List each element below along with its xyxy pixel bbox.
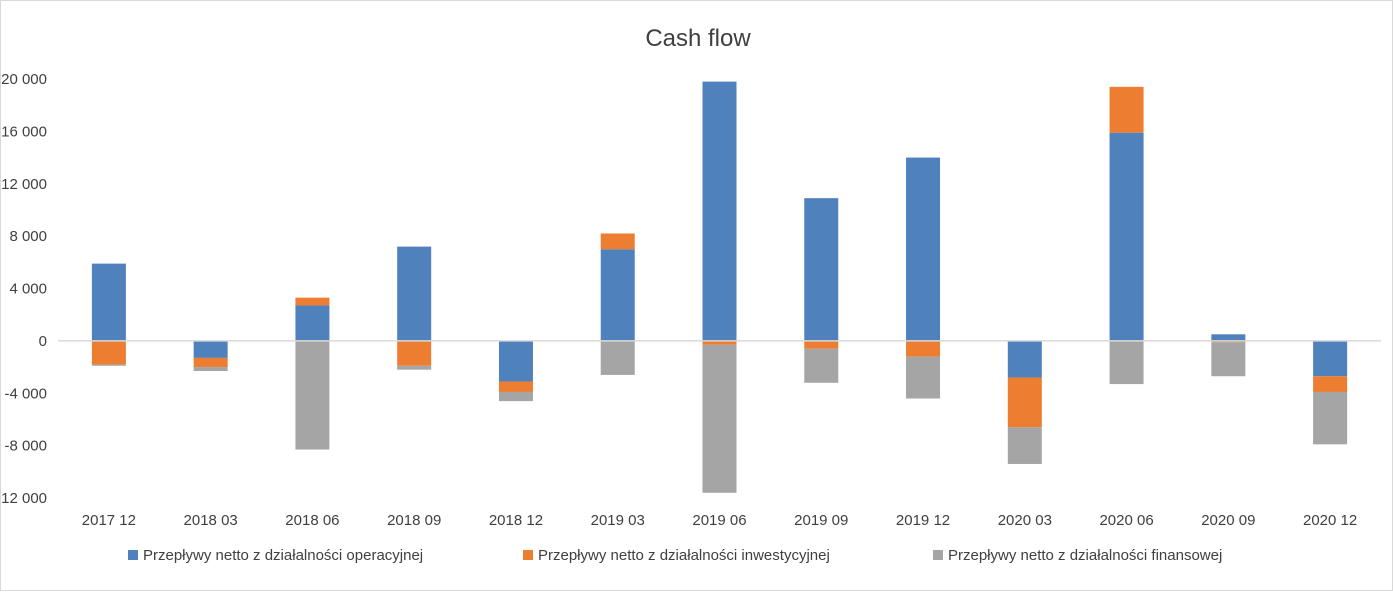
x-tick-label: 2018 12 [489, 512, 543, 529]
x-tick-label: 2019 03 [591, 512, 645, 529]
x-tick-label: 2019 09 [794, 512, 848, 529]
bar-segment [702, 340, 737, 345]
bar-segment [397, 246, 432, 341]
bar-segment [91, 340, 126, 365]
bar-segment [600, 340, 635, 375]
bar-segment [1007, 427, 1042, 464]
bar-segment [702, 344, 737, 493]
bar-segment [397, 340, 432, 366]
legend-label: Przepływy netto z działalności operacyjn… [143, 547, 423, 564]
x-tick-label: 2019 12 [896, 512, 950, 529]
x-tick-label: 2018 03 [184, 512, 238, 529]
bar-segment [1313, 391, 1348, 445]
bar-segment [91, 263, 126, 341]
x-tick-label: 2018 06 [285, 512, 339, 529]
bar-segment [498, 381, 533, 392]
bar-segment [1211, 342, 1246, 377]
bar-segment [702, 81, 737, 341]
bars-layer [91, 81, 1348, 493]
bar-segment [804, 348, 839, 383]
bar-segment [906, 157, 941, 341]
bar-segment [804, 198, 839, 341]
x-tick-label: 2020 06 [1099, 512, 1153, 529]
bar-segment [1109, 86, 1144, 133]
bar-segment [906, 340, 941, 357]
y-tick-label: 16 000 [1, 123, 47, 140]
legend: Przepływy netto z działalności operacyjn… [128, 547, 1222, 564]
y-tick-label: -8 000 [4, 438, 47, 455]
y-tick-label: 12 000 [1, 176, 47, 193]
bar-segment [295, 297, 330, 306]
bar-segment [397, 365, 432, 370]
bar-segment [600, 233, 635, 250]
x-tick-label: 2020 03 [998, 512, 1052, 529]
bar-segment [498, 391, 533, 402]
legend-label: Przepływy netto z działalności finansowe… [948, 547, 1222, 564]
x-tick-label: 2019 06 [692, 512, 746, 529]
x-tick-label: 2020 09 [1201, 512, 1255, 529]
bar-segment [1007, 340, 1042, 378]
bar-segment [804, 340, 839, 349]
bar-segment [1109, 132, 1144, 341]
y-tick-label: 20 000 [1, 71, 47, 88]
bar-segment [906, 356, 941, 399]
y-tick-label: -12 000 [1, 490, 47, 507]
bar-segment [193, 340, 228, 358]
bar-segment [295, 305, 330, 341]
bar-segment [1313, 340, 1348, 377]
bar-segment [91, 364, 126, 366]
bar-segment [193, 367, 228, 371]
legend-swatch [933, 550, 943, 560]
y-tick-label: -4 000 [4, 385, 47, 402]
bar-segment [1211, 334, 1246, 341]
y-axis: 20 000 16 000 12 000 8 000 4 000 0 -4 000 -8 00… [1, 71, 47, 507]
y-tick-label: 4 000 [9, 281, 47, 298]
bar-segment [295, 340, 330, 450]
legend-swatch [523, 550, 533, 560]
legend-label: Przepływy netto z działalności inwestycy… [538, 547, 830, 564]
bar-segment [1313, 376, 1348, 392]
bar-segment [600, 249, 635, 341]
x-tick-label: 2020 12 [1303, 512, 1357, 529]
legend-swatch [128, 550, 138, 560]
y-tick-label: 0 [39, 333, 47, 350]
x-tick-label: 2017 12 [82, 512, 136, 529]
bar-segment [1007, 377, 1042, 428]
chart-title: Cash flow [645, 25, 751, 52]
x-axis: 2017 12 2018 03 2018 06 2018 09 2018 12 2019 … [82, 512, 1357, 529]
x-tick-label: 2018 09 [387, 512, 441, 529]
bar-segment [498, 340, 533, 382]
bar-segment [1109, 340, 1144, 385]
bar-segment [193, 357, 228, 368]
y-tick-label: 8 000 [9, 228, 47, 245]
